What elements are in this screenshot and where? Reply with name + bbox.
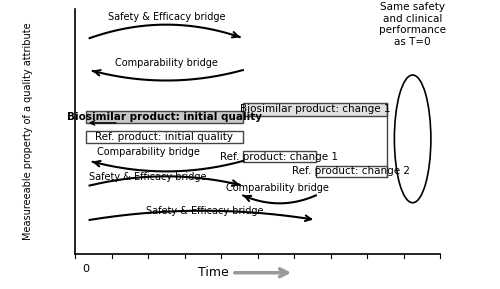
Text: Safety & Efficacy bridge: Safety & Efficacy bridge <box>89 172 207 182</box>
Text: Ref. product: change 1: Ref. product: change 1 <box>220 152 338 162</box>
FancyBboxPatch shape <box>86 111 243 123</box>
Text: Same safety
and clinical
performance
as T=0: Same safety and clinical performance as … <box>379 2 446 47</box>
Text: Comparability bridge: Comparability bridge <box>96 147 200 158</box>
Text: Ref. product: initial quality: Ref. product: initial quality <box>96 132 234 142</box>
Text: Biosimilar product: change 1: Biosimilar product: change 1 <box>240 104 390 114</box>
FancyBboxPatch shape <box>86 131 243 142</box>
FancyBboxPatch shape <box>316 166 387 177</box>
Text: Comparability bridge: Comparability bridge <box>226 183 329 193</box>
Text: Measureeable property of a quality attribute: Measureeable property of a quality attri… <box>22 23 32 240</box>
Text: Comparability bridge: Comparability bridge <box>115 58 218 68</box>
Text: Biosimilar product: initial quality: Biosimilar product: initial quality <box>67 112 262 122</box>
Text: Safety & Efficacy bridge: Safety & Efficacy bridge <box>146 206 264 216</box>
Text: Ref. product: change 2: Ref. product: change 2 <box>292 166 410 176</box>
Text: 0: 0 <box>82 264 89 274</box>
FancyBboxPatch shape <box>243 151 316 162</box>
Text: Time: Time <box>198 266 229 279</box>
FancyBboxPatch shape <box>243 103 387 116</box>
Text: Safety & Efficacy bridge: Safety & Efficacy bridge <box>108 12 225 22</box>
